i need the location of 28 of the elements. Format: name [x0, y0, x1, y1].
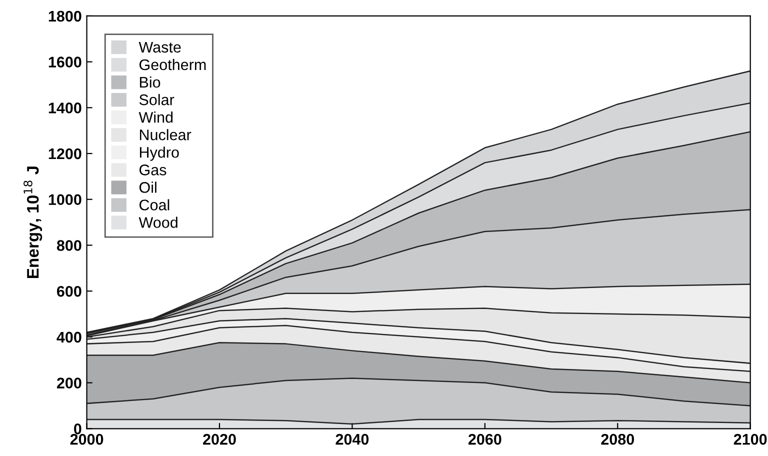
- x-tick-label: 2100: [734, 434, 767, 445]
- y-tick-label: 1800: [48, 10, 82, 22]
- x-tick-label: 2000: [70, 434, 104, 445]
- y-tick-label: 800: [56, 240, 82, 251]
- x-tick-label: 2040: [336, 434, 369, 445]
- legend-label: Oil: [139, 182, 156, 193]
- y-tick-label: 400: [56, 332, 82, 343]
- y-tick-label: 1400: [48, 102, 82, 114]
- legend-label: Wind: [138, 112, 173, 123]
- legend-label: Waste: [138, 42, 181, 53]
- y-tick-label: 600: [56, 286, 82, 297]
- x-tick-label: 2080: [601, 434, 634, 445]
- y-tick-label: 1200: [48, 148, 82, 160]
- legend-label: Hydro: [140, 146, 179, 161]
- legend-label: Coal: [140, 199, 170, 210]
- y-tick-label: 1600: [48, 56, 82, 68]
- y-tick-label: 1000: [48, 194, 82, 206]
- x-tick-label: 2060: [468, 434, 502, 445]
- y-tick-label: 0: [74, 424, 82, 434]
- y-axis-title: Energy, 10$^{18}$ J: [24, 166, 42, 278]
- legend-label: Nuclear: [140, 129, 192, 140]
- x-tick-label: 2020: [203, 434, 236, 445]
- legend-label: Solar: [139, 94, 174, 106]
- legend-label: Gas: [139, 164, 166, 176]
- y-tick-label: 200: [56, 378, 82, 388]
- legend-label: Wood: [138, 216, 178, 228]
- legend-label: Geotherm: [139, 58, 206, 70]
- legend-label: Bio: [140, 76, 160, 88]
